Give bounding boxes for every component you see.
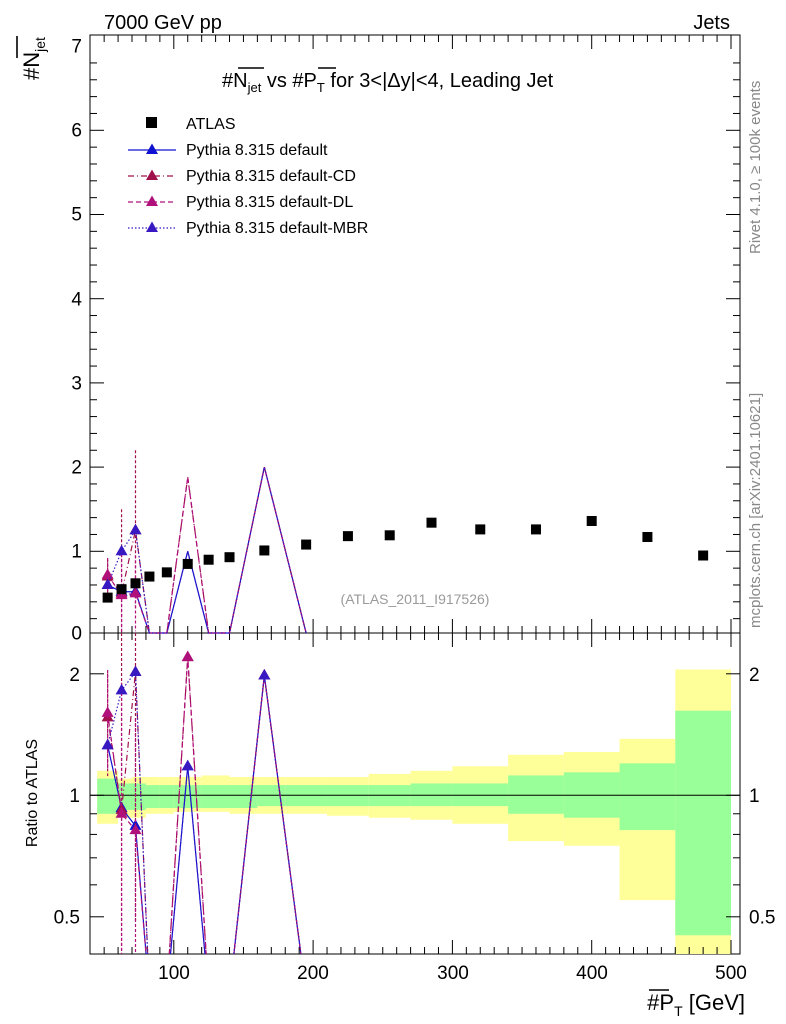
- x-tick-500: 500: [715, 963, 747, 984]
- mc-line-main: [107, 466, 307, 634]
- legend-label-mbr: Pythia 8.315 default-MBR: [186, 220, 368, 237]
- mc-marker: [129, 665, 142, 677]
- mc-line-main: [107, 466, 307, 634]
- band-inner-bin: [675, 710, 731, 936]
- ratio-tick-right-0.5: 0.5: [749, 908, 775, 929]
- legend-label-dl: Pythia 8.315 default-DL: [186, 194, 353, 211]
- atlas-point: [586, 515, 597, 526]
- atlas-point: [161, 567, 172, 578]
- mc-line-main: [107, 466, 307, 634]
- y-tick-3: 3: [71, 374, 82, 395]
- mc-marker: [101, 706, 114, 717]
- mc-marker: [129, 523, 142, 535]
- legend-marker-atlas: [146, 117, 157, 128]
- band-inner-bin: [97, 778, 119, 814]
- mc-main-series: [101, 450, 307, 634]
- atlas-point: [203, 554, 214, 565]
- atlas-point: [384, 530, 395, 541]
- x-tick-100: 100: [158, 963, 190, 984]
- mc-marker: [129, 823, 142, 835]
- y-tick-5: 5: [71, 205, 82, 226]
- x-axis-label: #PT [GeV]: [647, 990, 745, 1019]
- y-tick-0: 0: [71, 624, 82, 645]
- band-inner-bin: [619, 763, 676, 831]
- y-tick-labels: 0 1 2 3 4 5 6 7: [71, 37, 82, 645]
- legend-label-default: Pythia 8.315 default: [186, 142, 328, 159]
- atlas-point: [182, 558, 193, 569]
- band-inner-bin: [159, 785, 174, 809]
- header-right: Jets: [693, 12, 730, 34]
- atlas-point: [530, 524, 541, 535]
- mc-line-ratio: [107, 675, 302, 954]
- ratio-tick-labels: 0.5 1 2 0.5 1 2: [54, 665, 776, 929]
- legend-marker-mbr: [146, 221, 158, 232]
- mc-marker: [181, 759, 194, 771]
- atlas-point: [301, 539, 312, 550]
- ratio-tick-left-0.5: 0.5: [54, 908, 80, 929]
- band-inner-bin: [145, 785, 160, 809]
- atlas-point: [259, 545, 270, 556]
- legend-marker-cd: [146, 169, 158, 180]
- chart-title: #Njet vs #PT for 3<|Δy|<4, Leading Jet: [222, 70, 554, 95]
- atlas-point: [224, 552, 235, 563]
- atlas-data-points: [102, 515, 709, 603]
- y-tick-1: 1: [71, 542, 82, 563]
- analysis-watermark: (ATLAS_2011_I917526): [341, 591, 490, 607]
- ratio-tick-right-1: 1: [749, 786, 760, 807]
- atlas-point: [130, 578, 141, 589]
- mc-marker: [101, 568, 114, 579]
- ratio-tick-right-2: 2: [749, 665, 760, 686]
- y-tick-6: 6: [71, 121, 82, 142]
- y-tick-7: 7: [71, 37, 82, 58]
- band-inner-bin: [452, 783, 509, 807]
- ratio-frame: [89, 632, 741, 955]
- band-inner-bin: [201, 785, 230, 809]
- mc-ratio-series: [101, 633, 302, 954]
- mc-line-main: [107, 466, 307, 634]
- mc-marker: [115, 683, 128, 695]
- ratio-tick-left-1: 1: [69, 786, 80, 807]
- atlas-point: [144, 571, 155, 582]
- ratio-tick-left-2: 2: [69, 665, 80, 686]
- mc-marker: [181, 650, 194, 662]
- x-tick-200: 200: [297, 963, 329, 984]
- mcplots-text: mcplots.cern.ch [arXiv:2401.10621]: [747, 393, 764, 628]
- atlas-point: [426, 517, 437, 528]
- legend-marker-default: [146, 143, 158, 154]
- legend-marker-dl: [146, 195, 158, 206]
- x-tick-400: 400: [576, 963, 608, 984]
- mc-marker: [115, 807, 128, 818]
- atlas-point: [116, 584, 127, 595]
- band-inner-bin: [132, 783, 146, 810]
- axis-ticks: [90, 35, 740, 954]
- atlas-point: [698, 550, 709, 561]
- legend: ATLAS Pythia 8.315 default Pythia 8.315 …: [128, 116, 368, 237]
- atlas-point: [475, 524, 486, 535]
- legend-label-cd: Pythia 8.315 default-CD: [186, 168, 356, 185]
- mc-marker: [129, 586, 142, 598]
- band-inner-bin: [508, 775, 564, 814]
- y-tick-4: 4: [71, 290, 82, 311]
- mc-marker: [258, 669, 271, 680]
- band-inner-bin: [173, 785, 202, 809]
- band-inner-bin: [410, 783, 453, 807]
- atlas-point: [342, 531, 353, 542]
- band-inner-bin: [229, 785, 258, 809]
- ratio-axis-label: Ratio to ATLAS: [24, 739, 41, 847]
- mc-marker: [101, 578, 114, 589]
- legend-label-atlas: ATLAS: [186, 116, 236, 133]
- mc-marker: [115, 544, 128, 556]
- y-tick-2: 2: [71, 458, 82, 479]
- atlas-point: [102, 592, 113, 603]
- header-left: 7000 GeV pp: [104, 12, 222, 34]
- mc-line-ratio: [107, 670, 302, 954]
- rivet-version-text: Rivet 4.1.0, ≥ 100k events: [747, 81, 764, 254]
- x-tick-labels: 100 200 300 400 500: [158, 963, 747, 984]
- atlas-point: [642, 531, 653, 542]
- x-tick-300: 300: [437, 963, 469, 984]
- mc-marker: [101, 738, 114, 750]
- y-axis-label: #Njet: [19, 37, 48, 80]
